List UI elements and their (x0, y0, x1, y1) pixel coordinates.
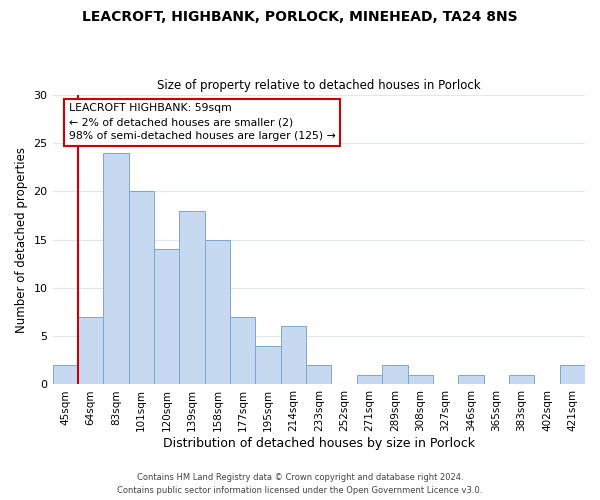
Bar (128, 191, 154, 384)
Bar (78, 317, 103, 384)
Text: Contains HM Land Registry data © Crown copyright and database right 2024.
Contai: Contains HM Land Registry data © Crown c… (118, 474, 482, 495)
Bar (179, 210, 205, 384)
Title: Size of property relative to detached houses in Porlock: Size of property relative to detached ho… (157, 79, 481, 92)
Bar (230, 317, 256, 384)
Bar (458, 375, 484, 384)
Bar (256, 346, 281, 385)
Y-axis label: Number of detached properties: Number of detached properties (15, 146, 28, 332)
Bar (205, 240, 230, 384)
Bar (306, 365, 331, 384)
Bar (154, 249, 179, 384)
Bar (53, 365, 78, 384)
Bar (407, 375, 433, 384)
Bar (382, 365, 407, 384)
Text: LEACROFT, HIGHBANK, PORLOCK, MINEHEAD, TA24 8NS: LEACROFT, HIGHBANK, PORLOCK, MINEHEAD, T… (82, 10, 518, 24)
Bar (357, 375, 382, 384)
Bar (281, 326, 306, 384)
Bar (509, 375, 534, 384)
Text: LEACROFT HIGHBANK: 59sqm
← 2% of detached houses are smaller (2)
98% of semi-det: LEACROFT HIGHBANK: 59sqm ← 2% of detache… (68, 104, 335, 142)
X-axis label: Distribution of detached houses by size in Porlock: Distribution of detached houses by size … (163, 437, 475, 450)
Bar (103, 152, 128, 384)
Bar (560, 365, 585, 384)
